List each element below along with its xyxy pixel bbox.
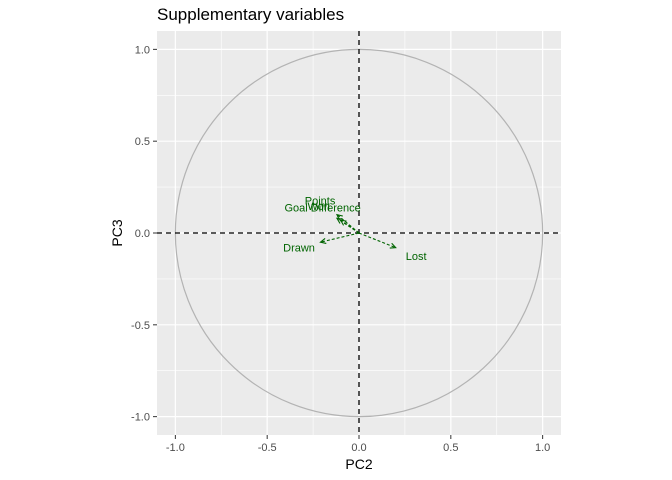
- label-drawn: Drawn: [283, 242, 315, 254]
- y-tick-label: 1.0: [135, 44, 150, 56]
- arrowhead-won: [335, 217, 343, 224]
- arrowhead-goal-difference: [339, 219, 347, 226]
- arrowhead-drawn: [319, 237, 327, 245]
- x-tick-label: 0.0: [351, 442, 366, 454]
- x-axis-ticks: -1.0 -0.5 0.0 0.5 1.0: [166, 435, 550, 454]
- label-goal-difference: Goal Difference: [284, 203, 360, 215]
- y-tick-label: -1.0: [131, 412, 150, 424]
- y-tick-label: 0.0: [135, 228, 150, 240]
- y-tick-label: 0.5: [135, 136, 150, 148]
- x-tick-label: 0.5: [443, 442, 458, 454]
- arrow-lost: [358, 232, 396, 249]
- y-tick-label: -0.5: [131, 320, 150, 332]
- arrowhead-points: [335, 213, 343, 221]
- variable-arrows: [319, 213, 397, 249]
- x-tick-label: -1.0: [166, 442, 185, 454]
- arrow-goal-difference: [340, 219, 360, 234]
- x-tick-label: -0.5: [258, 442, 277, 454]
- y-axis-title: PC3: [109, 219, 125, 246]
- arrow-drawn: [320, 232, 360, 243]
- label-lost: Lost: [406, 251, 427, 263]
- x-tick-label: 1.0: [535, 442, 550, 454]
- x-axis-title: PC2: [345, 456, 372, 472]
- y-axis-ticks: -1.0 -0.5 0.0 0.5 1.0: [131, 44, 157, 424]
- arrowhead-lost: [389, 242, 397, 249]
- chart-title: Supplementary variables: [157, 5, 344, 24]
- label-points: Points: [305, 196, 336, 208]
- label-won: Won: [307, 201, 329, 213]
